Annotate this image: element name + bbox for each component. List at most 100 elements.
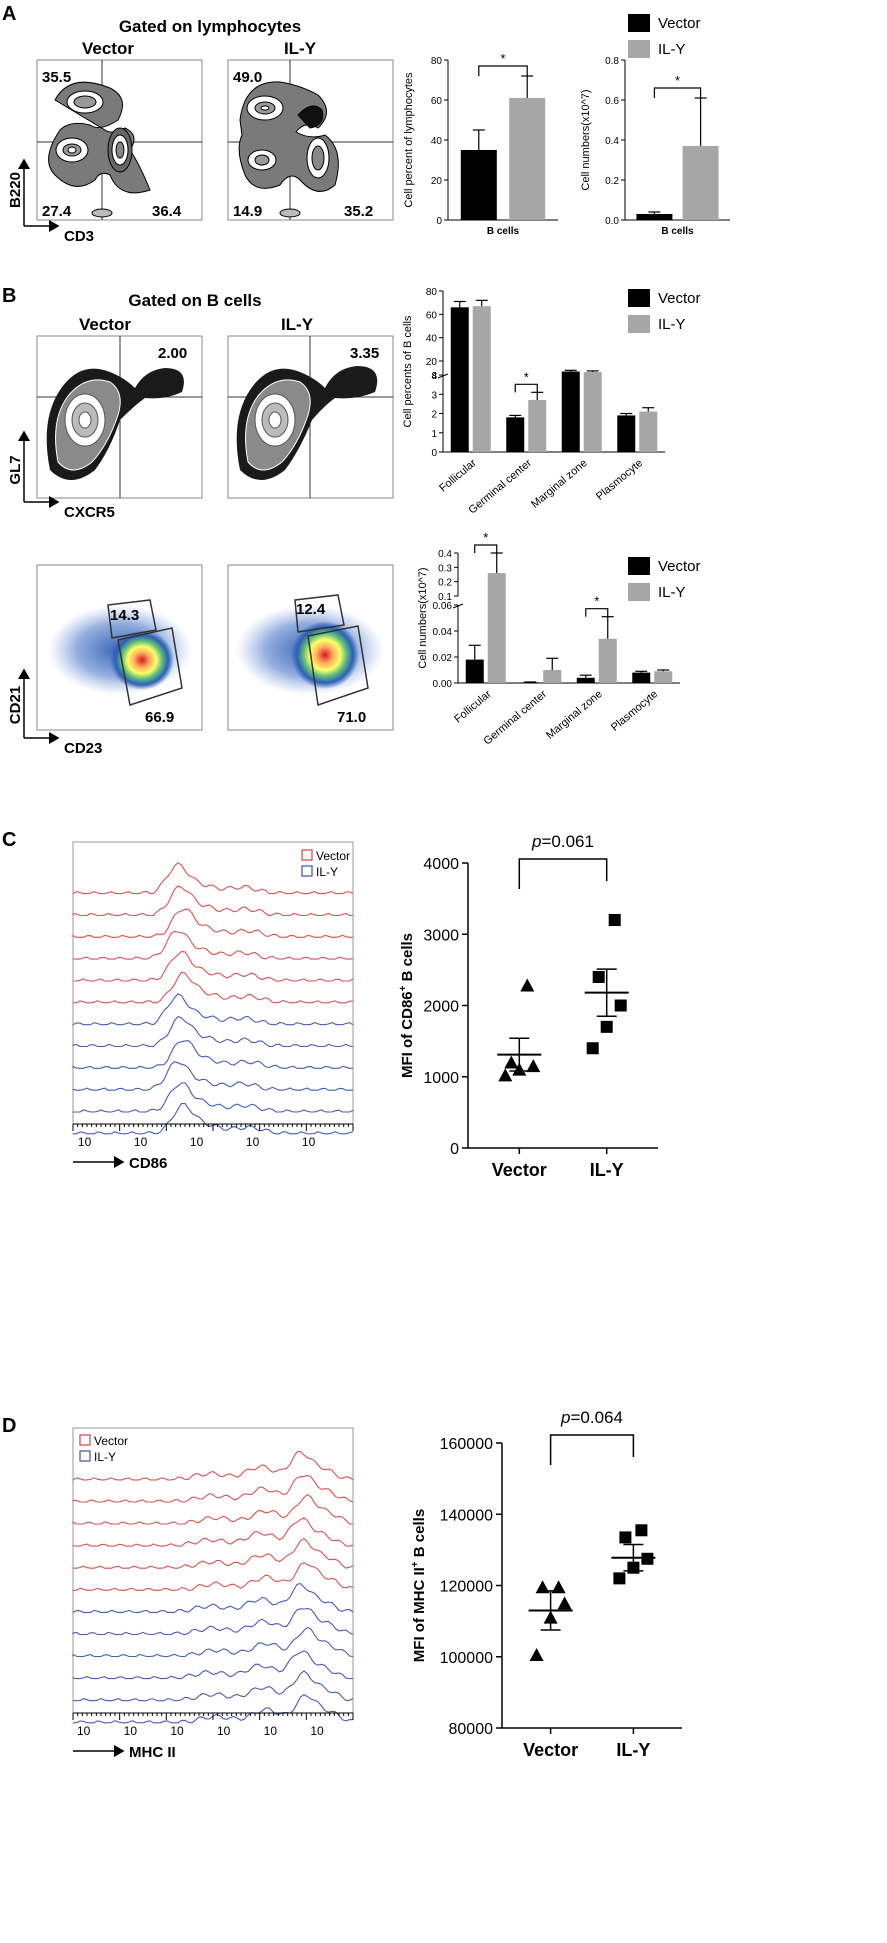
y-tick-label: 1000 [423, 1070, 459, 1087]
y-tick-label: 0.2 [605, 176, 619, 187]
contour-population [48, 81, 151, 218]
data-point-square [600, 1020, 613, 1033]
flow-plot-b-gl7-vector: 2.00 [36, 335, 203, 499]
histogram-trace-ily [72, 1061, 353, 1091]
scatter-plot-cd86: 0 1000 2000 3000 4000 Vector IL-Y p=0.061 MFI of… [398, 832, 658, 1180]
y-tick-label: 0.06 [433, 601, 453, 612]
y-tick-label: 60 [426, 310, 438, 321]
y-axis-label: Cell numbers(x10^7) [417, 567, 429, 668]
y-tick-label: 100000 [440, 1650, 493, 1667]
panel-a-yaxis: B220 [7, 172, 24, 208]
y-tick-label: 3 [431, 390, 437, 401]
panel-a-plot2-label: IL-Y [284, 39, 317, 58]
x-category-label: Plasmocyte [594, 457, 645, 503]
histogram-trace-vector [72, 861, 354, 895]
quadrant-ul: 49.0 [233, 69, 262, 86]
bar-chart-b-numbers: 0.000.020.040.060.10.20.30.4*FollicularG… [417, 530, 701, 748]
histogram-trace-vector [72, 885, 353, 917]
histogram-trace-ily [72, 1694, 354, 1724]
data-point-triangle [529, 1647, 544, 1661]
bar-vector [460, 150, 497, 220]
y-label-part: MFI of CD86 [399, 991, 416, 1078]
y-tick-label: 0 [436, 216, 442, 227]
x-tick-label: 10 [246, 1135, 260, 1149]
x-group-label: Vector [492, 1160, 547, 1180]
bar-vector [617, 415, 636, 452]
bar-chart-a-percent: 0 20 40 60 80 * B cells Cell percent of lymphoc… [403, 51, 558, 237]
y-tick-label: 2 [431, 410, 437, 421]
histogram-trace-ily [72, 1015, 354, 1048]
x-tick-label: 10 [77, 1724, 91, 1738]
bar-ily [528, 400, 547, 452]
legend-swatch [79, 1450, 91, 1462]
histogram-trace-ily [72, 1608, 354, 1636]
y-tick-label: 0.8 [605, 56, 619, 67]
quadrant-ur: 3.35 [350, 345, 379, 362]
legend-label: IL-Y [316, 865, 338, 879]
y-label-part: B cells [411, 1509, 428, 1562]
data-point-triangle [504, 1055, 519, 1069]
panel-b-bottom-xaxis: CD23 [64, 740, 102, 757]
legend-swatch [628, 557, 650, 575]
legend-swatch [628, 583, 650, 601]
histogram-trace-vector [72, 1562, 354, 1591]
y-tick-label: 0 [431, 448, 437, 459]
histogram-trace-vector [72, 1517, 354, 1547]
y-axis-label: Cell numbers(x10^7) [580, 89, 592, 190]
quadrant-ll: 14.9 [233, 203, 262, 220]
y-tick-label: 140000 [440, 1507, 493, 1524]
legend-label: Vector [658, 558, 701, 575]
data-point-square [608, 914, 621, 926]
y-tick-label: 0.00 [433, 679, 453, 690]
data-point-triangle [551, 1580, 566, 1594]
flow-plot-b-cd21-ily: 12.4 71.0 [227, 564, 394, 731]
x-tick-label: 10 [264, 1724, 278, 1738]
bar-vector [561, 371, 580, 452]
data-point-triangle [557, 1596, 572, 1610]
y-axis-label: MFI of MHC II+ B cells [410, 1509, 428, 1662]
bar-chart-a-numbers: 0.0 0.2 0.4 0.6 0.8 * B cells Cell numbers(x10^… [580, 14, 730, 237]
flow-plot-b-gl7-ily: 3.35 [227, 335, 394, 499]
histogram-frame [72, 1427, 354, 1714]
bar-vector [576, 677, 595, 683]
y-tick-label: 0.3 [438, 563, 452, 574]
data-point-triangle [498, 1068, 513, 1082]
p-value-label: p=0.061 [531, 832, 594, 851]
legend-swatch [628, 14, 650, 32]
histogram-trace-vector [72, 1537, 354, 1569]
y-label-sup: + [410, 1561, 421, 1567]
data-point-square [586, 1042, 599, 1055]
y-tick-label: 120000 [440, 1579, 493, 1596]
bar-ily [509, 98, 546, 220]
y-tick-label: 40 [426, 334, 438, 345]
x-axis-label: MHC II [129, 1744, 176, 1761]
x-tick-label: 10 [124, 1724, 138, 1738]
data-point-square [635, 1524, 648, 1537]
bar-vector [465, 659, 484, 683]
data-point-square [613, 1572, 626, 1585]
data-point-square [641, 1552, 654, 1565]
gate-top: 12.4 [296, 601, 326, 618]
y-tick-label: 2000 [423, 999, 459, 1016]
bar-vector [632, 672, 651, 683]
p-symbol: p [531, 832, 541, 851]
histogram-trace-ily [72, 1082, 354, 1113]
legend-swatch [628, 315, 650, 333]
y-tick-label: 160000 [440, 1436, 493, 1453]
y-tick-label: 3000 [423, 927, 459, 944]
y-tick-label: 0.4 [605, 136, 619, 147]
panel-b-plot2-label: IL-Y [281, 315, 314, 334]
panel-a-plot1-label: Vector [82, 39, 134, 58]
significance-bracket [478, 65, 528, 76]
histogram-trace-ily [72, 1040, 353, 1069]
y-tick-label: 0.6 [605, 96, 619, 107]
y-tick-label: 40 [431, 136, 443, 147]
y-axis-label: Cell percent of lymphocytes [403, 72, 415, 208]
data-point-square [619, 1531, 632, 1544]
significance-star: * [524, 369, 529, 384]
y-tick-label: 0.4 [438, 549, 452, 560]
panel-b-title: Gated on B cells [128, 291, 261, 310]
